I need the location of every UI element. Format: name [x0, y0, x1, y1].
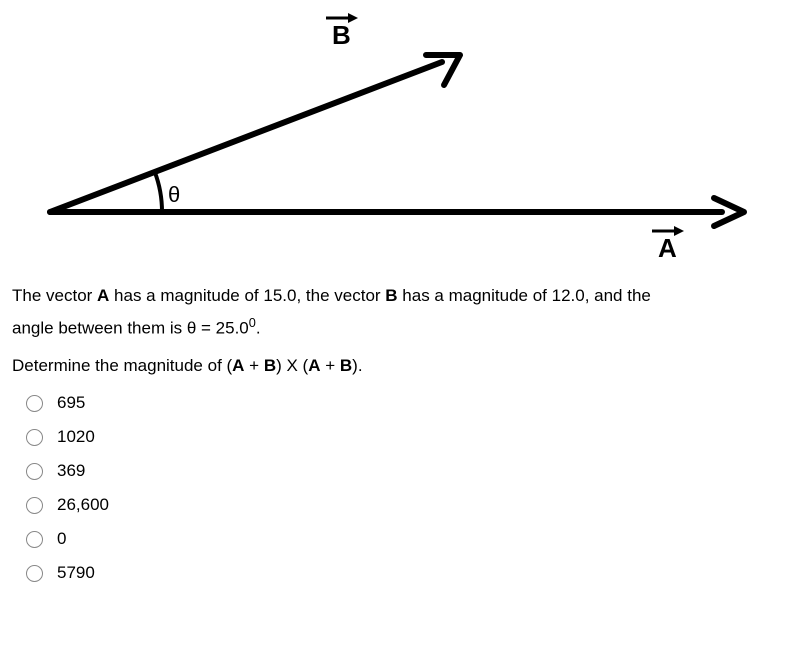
- option-label: 5790: [57, 563, 95, 583]
- exponent: 0: [249, 315, 256, 330]
- vec-B: B: [264, 356, 276, 375]
- radio-icon[interactable]: [26, 497, 43, 514]
- option-row[interactable]: 695: [26, 393, 791, 413]
- text: angle between them is θ = 25.0: [12, 319, 249, 338]
- vector-diagram: θ B A: [12, 12, 772, 272]
- option-row[interactable]: 0: [26, 529, 791, 549]
- text: has a magnitude of 15.0, the vector: [109, 286, 385, 305]
- svg-text:θ: θ: [168, 182, 180, 207]
- text: ) X (: [276, 356, 308, 375]
- radio-icon[interactable]: [26, 531, 43, 548]
- text: Determine the magnitude of (: [12, 356, 232, 375]
- text: .: [256, 319, 261, 338]
- text: ).: [352, 356, 362, 375]
- svg-text:B: B: [332, 20, 351, 50]
- radio-icon[interactable]: [26, 395, 43, 412]
- option-label: 369: [57, 461, 85, 481]
- option-label: 1020: [57, 427, 95, 447]
- vec-A: A: [232, 356, 244, 375]
- svg-text:A: A: [658, 233, 677, 263]
- text: +: [321, 356, 340, 375]
- options-list: 695 1020 369 26,600 0 5790: [12, 393, 791, 583]
- radio-icon[interactable]: [26, 565, 43, 582]
- text: The vector: [12, 286, 97, 305]
- radio-icon[interactable]: [26, 463, 43, 480]
- text: +: [244, 356, 263, 375]
- text: has a magnitude of 12.0, and the: [398, 286, 651, 305]
- question-text-line2: angle between them is θ = 25.00.: [12, 313, 791, 342]
- option-row[interactable]: 1020: [26, 427, 791, 447]
- option-label: 695: [57, 393, 85, 413]
- option-row[interactable]: 369: [26, 461, 791, 481]
- vec-A: A: [308, 356, 320, 375]
- question-text-line3: Determine the magnitude of (A + B) X (A …: [12, 352, 791, 379]
- radio-icon[interactable]: [26, 429, 43, 446]
- vec-A: A: [97, 286, 109, 305]
- option-row[interactable]: 5790: [26, 563, 791, 583]
- vec-B: B: [340, 356, 352, 375]
- vec-B: B: [385, 286, 397, 305]
- option-row[interactable]: 26,600: [26, 495, 791, 515]
- option-label: 0: [57, 529, 66, 549]
- option-label: 26,600: [57, 495, 109, 515]
- question-text-line1: The vector A has a magnitude of 15.0, th…: [12, 282, 791, 309]
